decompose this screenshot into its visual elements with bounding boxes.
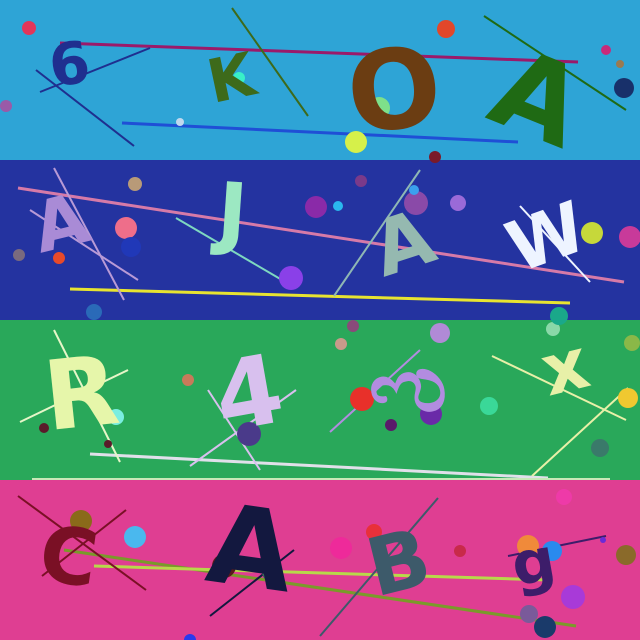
band-3-background [0,320,640,480]
glyph-1-1: 6 [45,28,94,101]
band-1-characters: 6 K O A [45,22,602,173]
band-2-background [0,160,640,320]
band-4-noise [17,489,636,640]
band-3-noise [19,307,640,480]
glyph-1-3: O [341,22,447,159]
band-1-noise [0,7,634,163]
band-4-characters: C A B g [34,479,561,618]
glyph-4-1: C [34,509,103,606]
glyph-3-3: ಌ [361,334,453,439]
band-2-noise [13,167,640,320]
glyph-3-1: R [39,334,124,453]
glyph-4-2: A [200,479,302,618]
